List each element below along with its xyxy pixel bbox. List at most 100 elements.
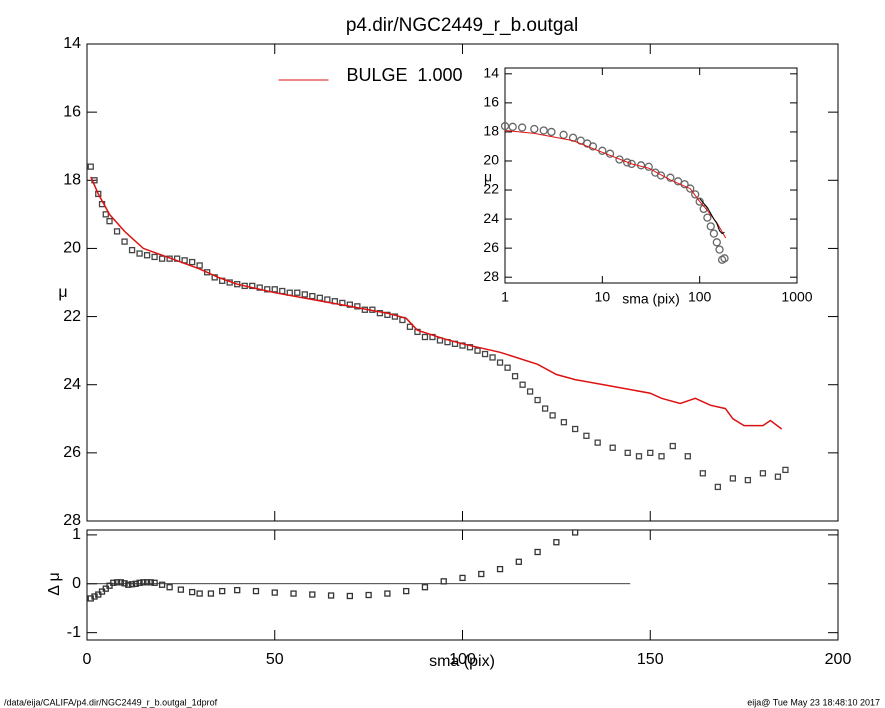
data-point: [346, 592, 354, 600]
data-point: [143, 252, 151, 259]
footer-left: /data/eija/CALIFA/p4.dir/NGC2449_r_b.out…: [4, 697, 218, 707]
data-point: [264, 286, 271, 293]
line-series: [699, 198, 725, 235]
y-tick-label: 22: [63, 308, 81, 325]
data-point: [478, 570, 485, 578]
data-point: [113, 228, 121, 235]
data-point: [714, 483, 721, 491]
y-tick-label: 24: [63, 376, 81, 393]
y-tick-label: 22: [483, 181, 499, 197]
data-point: [234, 586, 241, 594]
data-point: [376, 310, 384, 317]
data-point: [572, 529, 579, 536]
x-tick-label: 10: [595, 289, 611, 305]
y-tick-label: 1: [72, 526, 81, 543]
data-point: [271, 589, 278, 596]
x-tick-label: 200: [825, 651, 852, 668]
data-point: [440, 578, 447, 585]
x-tick-label: 0: [83, 651, 92, 668]
data-point: [365, 591, 372, 599]
data-point: [249, 282, 256, 290]
data-point: [474, 347, 481, 354]
y-tick-label: 18: [483, 123, 499, 139]
data-point: [774, 473, 782, 480]
chart-title: p4.dir/NGC2449_r_b.outgal: [346, 15, 578, 36]
data-point: [691, 190, 700, 199]
data-point: [102, 211, 109, 218]
data-point: [121, 580, 128, 587]
data-point: [117, 579, 124, 586]
data-point: [669, 442, 676, 450]
y-tick-label: 14: [483, 65, 499, 81]
data-point: [188, 588, 196, 596]
data-point: [500, 121, 510, 131]
data-point: [95, 190, 102, 198]
y-tick-label: 28: [63, 512, 81, 529]
data-point: [143, 579, 151, 586]
y-axis-label: μ: [58, 284, 67, 301]
y-tick-label: -1: [67, 624, 81, 641]
data-point: [644, 162, 653, 171]
data-point: [151, 579, 158, 586]
data-point: [196, 590, 203, 597]
legend-label: BULGE 1.000: [347, 65, 463, 85]
data-point: [384, 590, 391, 597]
data-point: [106, 218, 113, 225]
data-point: [519, 381, 526, 388]
data-point: [547, 127, 556, 137]
data-point: [553, 539, 560, 546]
line-series: [90, 176, 783, 430]
data-point: [147, 579, 154, 586]
data-point: [294, 289, 301, 296]
data-point: [309, 591, 316, 598]
y-axis-label: μ: [484, 169, 492, 185]
data-point: [549, 412, 556, 419]
data-point: [188, 258, 196, 266]
data-point: [703, 213, 712, 222]
data-point: [496, 565, 504, 573]
data-point: [151, 253, 158, 261]
data-point: [481, 350, 489, 358]
data-point: [508, 122, 517, 131]
data-point: [686, 184, 695, 193]
data-point: [530, 124, 539, 134]
data-point: [706, 222, 715, 231]
y-tick-label: 0: [72, 575, 81, 592]
data-point: [207, 590, 215, 597]
data-point: [219, 587, 226, 595]
data-point: [517, 123, 527, 132]
data-point: [720, 254, 729, 263]
data-point: [421, 584, 429, 591]
data-point: [113, 579, 121, 586]
data-point: [782, 466, 789, 474]
data-point: [196, 262, 203, 269]
data-point: [459, 574, 466, 582]
data-point: [166, 584, 173, 591]
data-point: [534, 548, 541, 556]
data-point: [204, 269, 211, 276]
y-tick-label: 26: [63, 444, 81, 461]
data-point: [290, 590, 297, 597]
data-point: [177, 586, 185, 593]
data-point: [560, 419, 568, 426]
y-axis-label: Δ μ: [46, 572, 63, 595]
data-point: [132, 580, 139, 587]
y-tick-label: 20: [483, 152, 499, 168]
data-point: [615, 155, 624, 164]
data-point: [695, 197, 704, 206]
data-point: [309, 292, 316, 300]
line-series: [504, 130, 727, 239]
data-point: [511, 373, 519, 380]
data-point: [656, 171, 666, 180]
footer-right: eija@ Tue May 23 18:48:10 2017: [747, 697, 880, 707]
data-point: [121, 238, 128, 245]
x-tick-label: 100: [449, 651, 476, 668]
data-point: [699, 470, 706, 477]
y-tick-label: 16: [63, 103, 81, 120]
data-point: [647, 449, 654, 457]
data-point: [354, 303, 361, 310]
data-point: [406, 323, 414, 330]
data-point: [496, 359, 504, 366]
data-point: [583, 432, 590, 439]
data-point: [759, 470, 767, 477]
